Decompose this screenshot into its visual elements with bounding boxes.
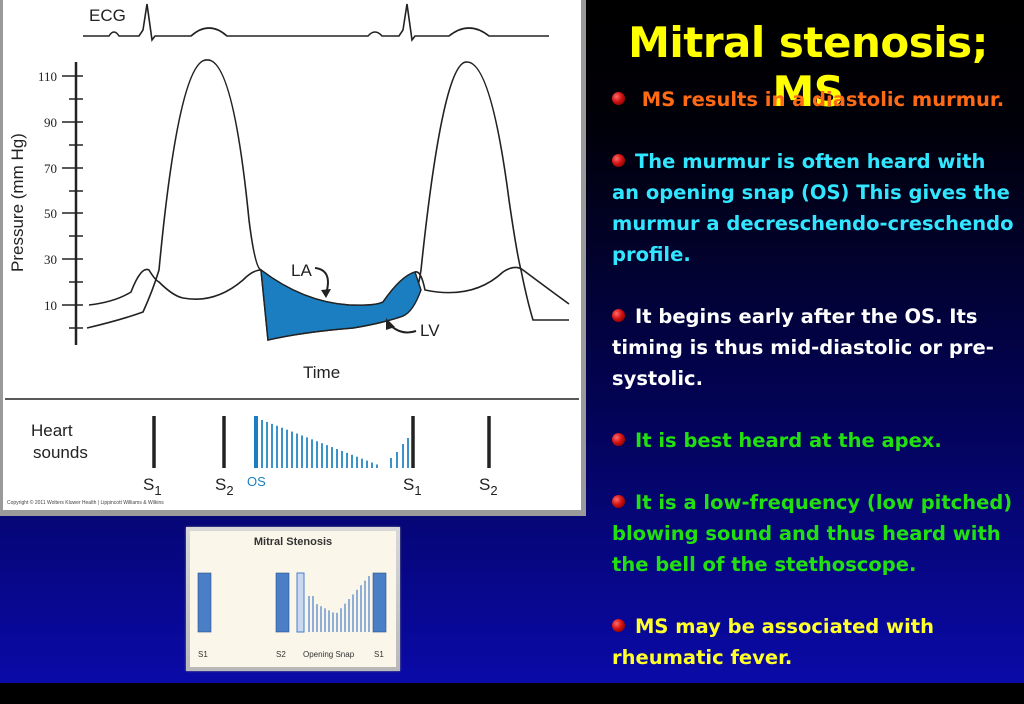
inset-title: Mitral Stenosis	[254, 536, 332, 548]
y-tick-10: 10	[44, 298, 57, 313]
inset-label-s2: S2	[276, 650, 286, 659]
time-axis-label: Time	[303, 363, 340, 382]
murmur-lines	[261, 420, 409, 468]
ecg-trace	[83, 3, 549, 43]
bullet-item: The murmur is often heard with an openin…	[612, 146, 1017, 270]
y-axis-label: Pressure (mm Hg)	[8, 133, 27, 272]
y-tick-50: 50	[44, 206, 57, 221]
bullet-text: It is a low-frequency (low pitched) blow…	[612, 491, 1013, 576]
inset-bars	[197, 572, 387, 633]
y-axis-ticks	[62, 75, 83, 329]
inset-panel	[190, 531, 396, 667]
bullet-text: It begins early after the OS. Its timing…	[612, 305, 994, 390]
bullet-dot-icon	[612, 433, 625, 446]
pressure-figure: ECG 110 90 70 50 30 10 Pressure (mm Hg) …	[0, 0, 586, 516]
y-tick-90: 90	[44, 115, 57, 130]
bullet-dot-icon	[612, 619, 625, 632]
heart-sound-bars	[152, 416, 491, 468]
s1-label: S1	[143, 475, 162, 498]
bullet-dot-icon	[612, 495, 625, 508]
copyright-text: Copyright © 2011 Wolters Kluwer Health |…	[7, 499, 164, 506]
figure-background	[3, 0, 581, 510]
opening-snap-bar	[254, 416, 258, 468]
bullet-text: The murmur is often heard with an openin…	[612, 150, 1014, 266]
lv-arrowhead	[386, 318, 395, 330]
os-label: OS	[247, 474, 266, 489]
mitral-stenosis-inset: Mitral Stenosis S1 S2 Opening Snap S1	[186, 527, 400, 671]
bullet-text: MS results in a diastolic murmur.	[635, 88, 1005, 111]
heart-sounds-label-1: Heart	[31, 421, 73, 440]
inset-murmur-lines	[308, 576, 370, 632]
y-tick-70: 70	[44, 161, 57, 176]
y-tick-30: 30	[44, 252, 57, 267]
lv-label: LV	[420, 321, 440, 340]
s2-label: S2	[215, 475, 234, 498]
inset-label-s1: S1	[198, 650, 208, 659]
bullet-item: It is a low-frequency (low pitched) blow…	[612, 487, 1017, 580]
inset-label-s1-second: S1	[374, 650, 384, 659]
bullet-item: It is best heard at the apex.	[612, 425, 1017, 456]
inset-opening-snap-bar	[296, 572, 305, 633]
bullet-item: It begins early after the OS. Its timing…	[612, 301, 1017, 394]
bullet-text: It is best heard at the apex.	[635, 429, 942, 452]
bullet-item: MS results in a diastolic murmur.	[612, 84, 1017, 115]
la-label: LA	[291, 261, 312, 280]
la-arrowhead	[321, 289, 331, 298]
slide-title: Mitral stenosis; MS	[628, 18, 988, 116]
bullet-list: MS results in a diastolic murmur. The mu…	[612, 84, 1017, 704]
bullet-dot-icon	[612, 154, 625, 167]
inset-label-opening-snap: Opening Snap	[303, 650, 355, 659]
bullet-dot-icon	[612, 92, 625, 105]
ecg-label: ECG	[89, 6, 126, 25]
s1-label-second: S1	[403, 475, 422, 498]
inset-diagram: Mitral Stenosis S1 S2 Opening Snap S1	[186, 527, 400, 671]
bullet-text: MS may be associated with rheumatic feve…	[612, 615, 934, 669]
y-tick-110: 110	[38, 69, 57, 84]
s2-label-second: S2	[479, 475, 498, 498]
bullet-item: MS may be associated with rheumatic feve…	[612, 611, 1017, 673]
pressure-diagram: ECG 110 90 70 50 30 10 Pressure (mm Hg) …	[3, 0, 581, 510]
heart-sounds-label-2: sounds	[33, 443, 88, 462]
bullet-dot-icon	[612, 309, 625, 322]
pressure-gradient-fill	[260, 268, 422, 341]
